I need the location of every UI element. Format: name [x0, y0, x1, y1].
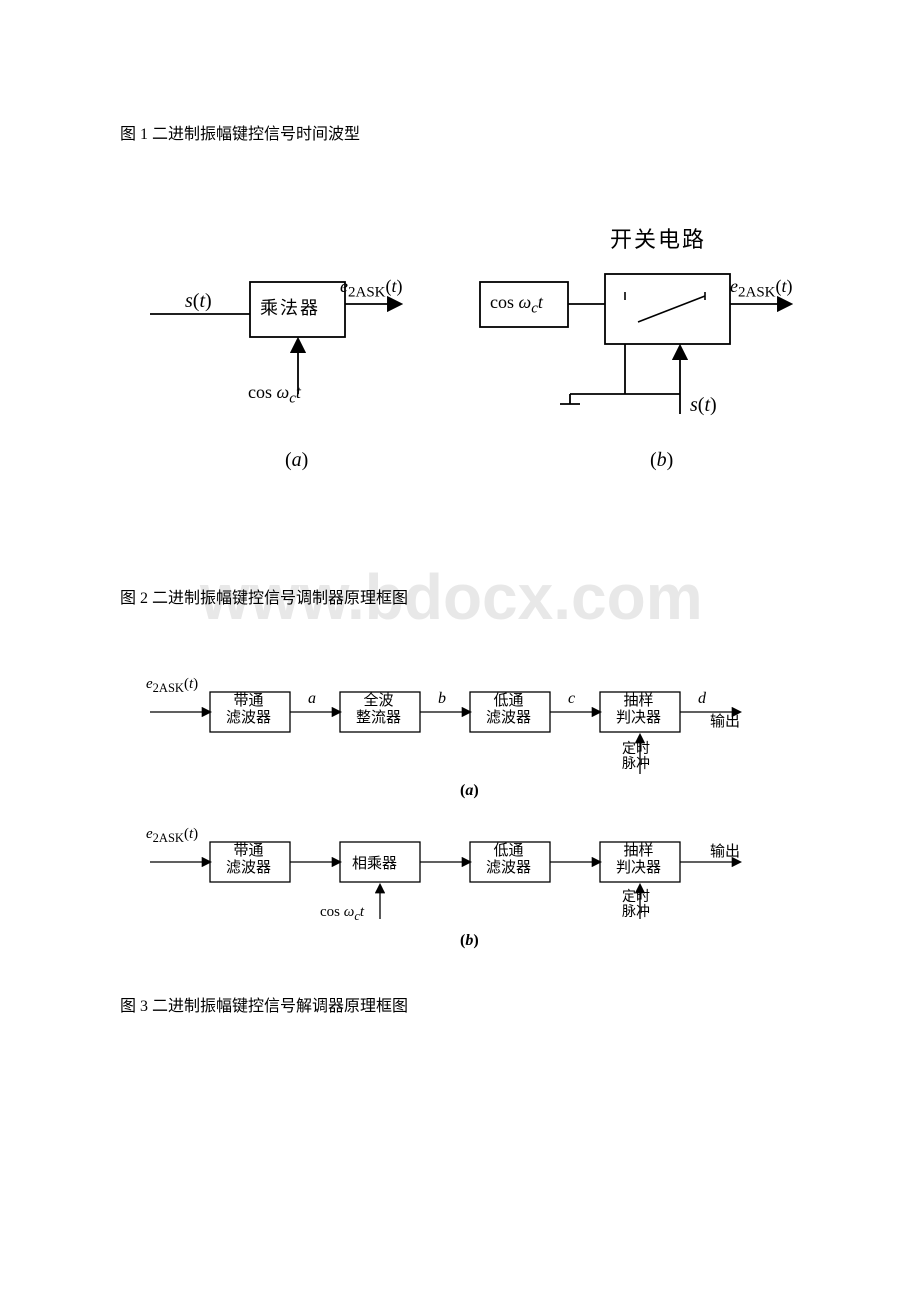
fig3a-inter-b: b [438, 690, 446, 708]
fig3-diagram: e2ASK(t) 带通滤波器 全波整流器 低通滤波器 抽样判决器 a b c d… [130, 664, 810, 964]
fig2a-carrier-label: cos ωct [248, 382, 301, 408]
fig3b-timing-label: 定时脉冲 [622, 890, 650, 920]
fig2b-sub-label: (b) [650, 449, 673, 472]
fig3a-output-label: 输出 [710, 710, 740, 731]
fig2a-output-label: e2ASK(t) [340, 276, 403, 302]
fig3b-block1: 带通滤波器 [226, 843, 271, 877]
fig3a-input-label: e2ASK(t) [146, 676, 198, 696]
fig2b-output-label: e2ASK(t) [730, 276, 793, 302]
fig3b-carrier-label: cos ωct [320, 904, 364, 924]
caption-fig2: 图 2 二进制振幅键控信号调制器原理框图 [120, 584, 820, 608]
fig3b-block4: 抽样判决器 [616, 843, 661, 877]
fig2a-sub-label: (a) [285, 449, 308, 472]
fig3a-inter-c: c [568, 690, 575, 708]
fig3a-block4: 抽样判决器 [616, 693, 661, 727]
fig3a-block3: 低通滤波器 [486, 693, 531, 727]
fig3b-output-label: 输出 [710, 840, 740, 861]
fig3b-sub-label: (b) [460, 932, 479, 950]
fig2a-input-label: s(t) [185, 290, 212, 313]
fig2a-block-label: 乘法器 [260, 294, 320, 320]
fig2-diagram: s(t) 乘法器 e2ASK(t) cos ωct (a) 开关电路 cos ω… [130, 204, 810, 494]
fig3a-timing-label: 定时脉冲 [622, 742, 650, 772]
caption-fig1: 图 1 二进制振幅键控信号时间波型 [120, 120, 820, 144]
caption-fig3: 图 3 二进制振幅键控信号解调器原理框图 [120, 992, 820, 1016]
fig3a-inter-a: a [308, 690, 316, 708]
fig3b-block3: 低通滤波器 [486, 843, 531, 877]
fig3b-input-label: e2ASK(t) [146, 826, 198, 846]
fig3a-block2: 全波整流器 [356, 693, 401, 727]
fig3a-sub-label: (a) [460, 782, 479, 800]
fig3a-inter-d: d [698, 690, 706, 708]
fig3a-block1: 带通滤波器 [226, 693, 271, 727]
fig3b-block2: 相乘器 [352, 852, 397, 873]
fig2b-title: 开关电路 [610, 222, 706, 254]
fig2b-control-label: s(t) [690, 394, 717, 417]
fig2b-osc-label: cos ωct [490, 292, 543, 318]
